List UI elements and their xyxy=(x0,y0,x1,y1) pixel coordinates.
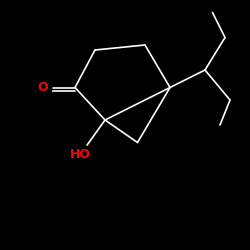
Text: O: O xyxy=(37,81,48,94)
Text: HO: HO xyxy=(70,148,90,162)
